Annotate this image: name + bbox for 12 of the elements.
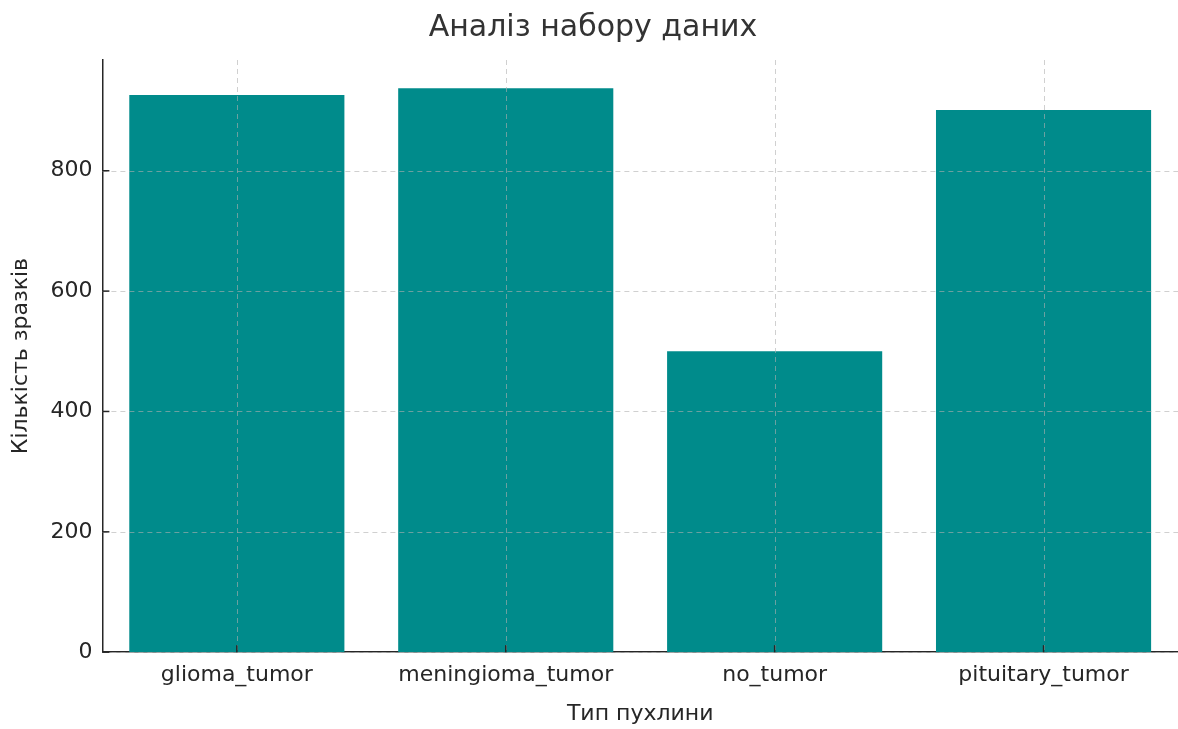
x-tick-label: meningioma_tumor bbox=[398, 661, 615, 688]
y-tick-label: 0 bbox=[78, 637, 93, 663]
y-tick-label: 400 bbox=[50, 397, 93, 423]
y-tick-label: 600 bbox=[50, 276, 93, 302]
x-tick-label: pituitary_tumor bbox=[958, 661, 1130, 688]
y-tick-label: 800 bbox=[50, 156, 93, 182]
chart-title: Аналіз набору даних bbox=[428, 7, 758, 43]
y-tick-label: 200 bbox=[50, 517, 93, 543]
x-tick-label: glioma_tumor bbox=[160, 661, 314, 688]
x-tick-label: no_tumor bbox=[722, 661, 829, 688]
x-axis-title: Тип пухлини bbox=[565, 699, 714, 725]
y-axis-title: Кількість зразків bbox=[6, 257, 32, 455]
